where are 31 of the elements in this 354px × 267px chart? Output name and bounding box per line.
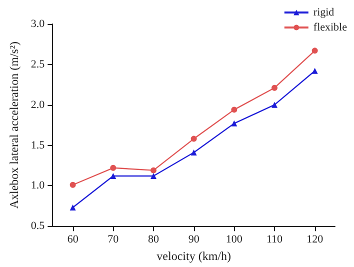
point: [150, 172, 156, 179]
y-tick-label: 3.0: [30, 18, 46, 30]
x-tick-label: 110: [266, 234, 284, 246]
x-axis-title: velocity (km/h): [156, 249, 231, 263]
x-tick-label: 90: [188, 234, 200, 246]
legend-label: rigid: [313, 6, 335, 18]
point: [70, 204, 76, 211]
x-tick-label: 80: [148, 234, 160, 246]
point: [231, 120, 238, 126]
y-tick-label: 2.0: [30, 98, 46, 111]
y-tick-label: 2.5: [30, 58, 46, 70]
point: [190, 150, 197, 156]
y-tick-label: 0.5: [30, 220, 46, 232]
point: [110, 164, 116, 171]
point: [150, 167, 156, 174]
x-tick-label: 70: [108, 234, 120, 246]
point: [70, 182, 76, 188]
point: [190, 136, 197, 142]
y-axis-title: Axlebox lateral acceleration (m/s²): [7, 41, 21, 209]
point: [312, 48, 318, 54]
point: [312, 68, 318, 74]
x-tick-label: 120: [306, 234, 324, 246]
point: [231, 106, 238, 113]
legend-label: flexible: [313, 22, 348, 34]
x-tick-label: 100: [226, 234, 243, 246]
y-tick-label: 1.0: [30, 180, 46, 192]
point: [272, 84, 278, 91]
point: [110, 172, 116, 179]
y-tick-label: 1.5: [30, 139, 46, 152]
x-tick-label: 60: [67, 234, 79, 246]
point: [271, 102, 278, 108]
